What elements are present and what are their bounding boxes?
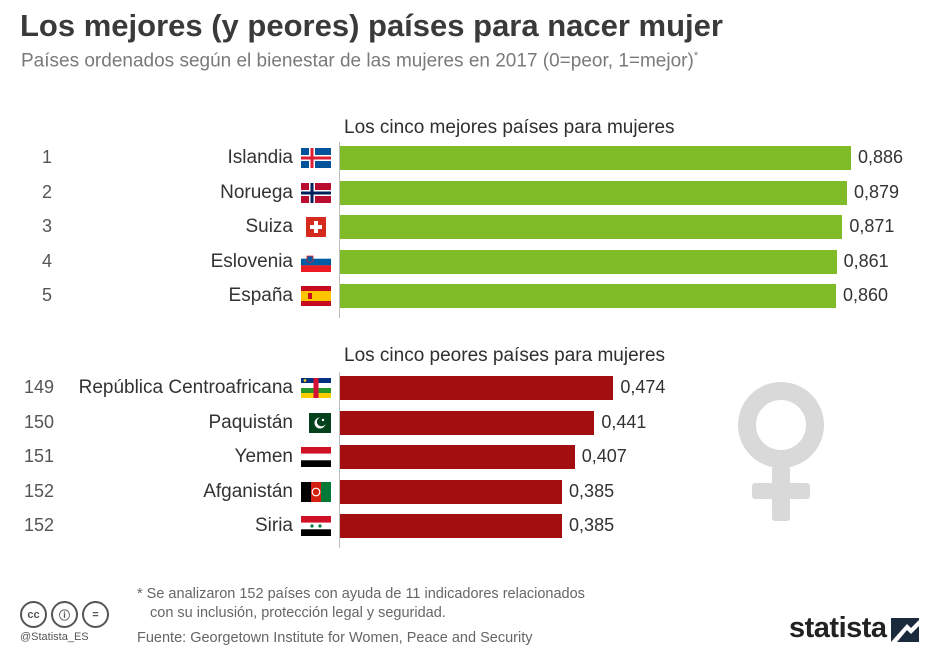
bar	[340, 284, 836, 309]
section-title-worst: Los cinco peores países para mujeres	[344, 345, 666, 366]
chart-subtitle: Países ordenados según el bienestar de l…	[21, 50, 698, 72]
afghanistan-flag	[301, 481, 331, 502]
country-label: Siria	[254, 515, 293, 537]
value-label: 0,385	[569, 480, 615, 501]
rank-label: 149	[23, 377, 54, 397]
rank-label: 2	[42, 181, 53, 202]
statista-logo: statista	[789, 612, 887, 644]
cc-icon: cc	[20, 601, 47, 628]
statista-logo-icon	[891, 618, 919, 642]
country-label: España	[228, 285, 293, 307]
nd-icon: =	[82, 601, 109, 628]
bar	[340, 479, 563, 504]
chart-title: Los mejores (y peores) países para nacer…	[20, 8, 723, 43]
footnote-line-1: * Se analizaron 152 países con ayuda de …	[137, 586, 585, 602]
iceland-flag	[301, 148, 331, 168]
rank-label: 150	[23, 411, 54, 432]
rank-label: 152	[23, 515, 54, 536]
social-handle: @Statista_ES	[20, 631, 89, 643]
slovenia-flag	[301, 251, 331, 272]
rank-label: 151	[23, 446, 54, 467]
value-label: 0,861	[843, 250, 889, 271]
section-title-best: Los cinco mejores países para mujeres	[344, 117, 675, 138]
country-label: Yemen	[234, 446, 293, 468]
axis-line-worst	[339, 372, 340, 548]
subtitle-text: Países ordenados según el bienestar de l…	[21, 50, 694, 72]
country-label: Islandia	[227, 147, 294, 168]
switzerland-flag	[301, 217, 331, 238]
bar	[340, 514, 563, 539]
syria-flag	[301, 516, 331, 537]
country-label: Afganistán	[203, 480, 293, 502]
country-label: Eslovenia	[210, 250, 293, 272]
rank-label: 3	[42, 216, 53, 237]
female-symbol-icon	[738, 382, 824, 521]
axis-line-best	[339, 142, 340, 318]
yemen-flag	[301, 447, 331, 468]
bar	[340, 376, 614, 400]
bar	[340, 410, 595, 435]
central-african-republic-flag	[301, 378, 331, 398]
bar	[340, 146, 851, 170]
bar	[340, 445, 575, 470]
license-icons: cc ⓘ =	[20, 601, 109, 628]
value-label: 0,385	[569, 515, 615, 536]
footnote-line-2: con su inclusión, protección legal y seg…	[150, 605, 446, 621]
rank-label: 5	[42, 285, 53, 306]
value-label: 0,860	[843, 285, 889, 306]
by-icon: ⓘ	[51, 601, 78, 628]
rank-label: 1	[42, 147, 53, 167]
country-label: Noruega	[220, 181, 293, 203]
source-note: Fuente: Georgetown Institute for Women, …	[137, 630, 533, 646]
value-label: 0,871	[849, 216, 895, 237]
norway-flag	[301, 182, 331, 203]
bar	[340, 249, 837, 274]
spain-flag	[301, 286, 331, 307]
subtitle-footnote-mark: *	[693, 50, 699, 62]
bar	[340, 215, 843, 240]
value-label: 0,441	[601, 411, 647, 432]
country-label: Paquistán	[208, 411, 293, 433]
value-label: 0,879	[853, 181, 899, 202]
footnote: * Se analizaron 152 países con ayuda de …	[137, 585, 585, 623]
bar	[340, 180, 847, 205]
rank-label: 4	[42, 250, 53, 271]
rank-label: 152	[23, 480, 54, 501]
value-label: 0,407	[581, 446, 627, 467]
value-label: 0,886	[858, 147, 904, 167]
pakistan-flag	[301, 412, 331, 433]
country-label: República Centroafricana	[78, 377, 293, 398]
value-label: 0,474	[620, 377, 666, 397]
country-label: Suiza	[245, 216, 293, 238]
